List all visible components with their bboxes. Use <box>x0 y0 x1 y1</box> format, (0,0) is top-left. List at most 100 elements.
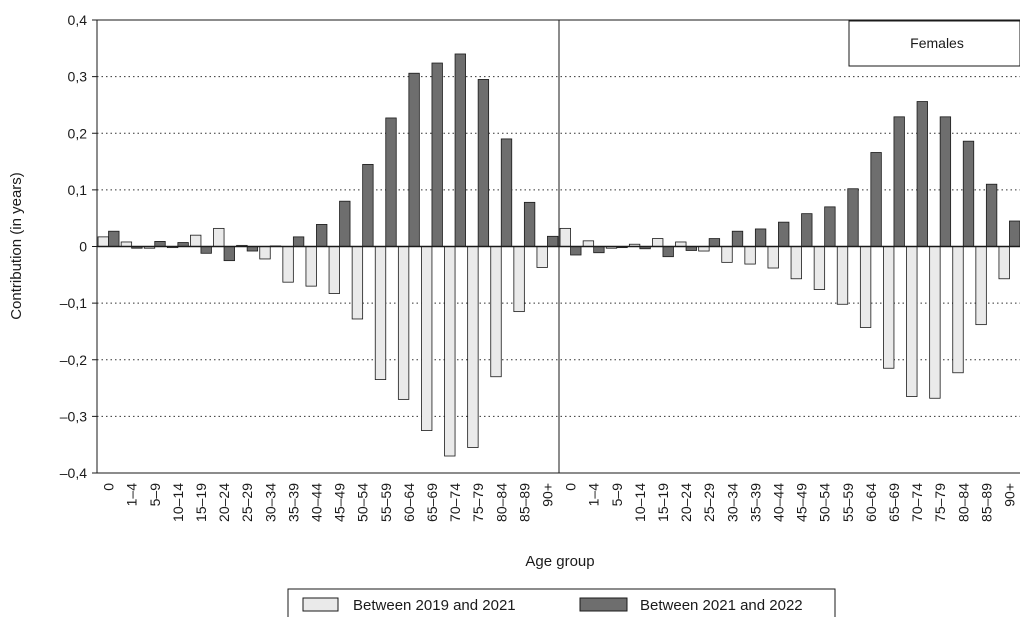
bar-females-2021-2022 <box>801 213 813 247</box>
x-tick-label: 1–4 <box>586 483 602 507</box>
x-tick-label: 15–19 <box>193 483 209 522</box>
bar-left-2021-2022 <box>547 235 559 247</box>
y-tick-label: 0,4 <box>68 12 88 28</box>
x-tick-label: 5–9 <box>147 483 163 507</box>
bar-females-2021-2022 <box>778 221 790 247</box>
bar-left-2019-2021 <box>490 246 502 378</box>
x-tick-label: 35–39 <box>285 483 301 522</box>
bar-left-2021-2022 <box>339 200 351 247</box>
x-tick-label: 40–44 <box>308 483 324 522</box>
x-tick-label: 70–74 <box>909 483 925 522</box>
x-tick-label: 75–79 <box>470 483 486 522</box>
x-tick-label: 50–54 <box>817 483 833 522</box>
x-tick-label: 60–64 <box>863 483 879 522</box>
bar-left-2019-2021 <box>190 234 202 247</box>
y-tick-label: –0,1 <box>60 295 87 311</box>
y-tick-label: 0,3 <box>68 69 88 85</box>
legend: Between 2019 and 2021 Between 2021 and 2… <box>287 588 836 617</box>
bar-left-2021-2022 <box>477 79 490 247</box>
bar-females-2019-2021 <box>859 246 872 328</box>
x-tick-label: 5–9 <box>609 483 625 507</box>
bar-left-2019-2021 <box>351 246 364 320</box>
bar-females-2019-2021 <box>813 246 826 290</box>
y-tick-label: –0,4 <box>60 465 87 481</box>
bar-females-2021-2022 <box>916 101 928 247</box>
bar-females-2019-2021 <box>767 246 779 269</box>
x-tick-label: 10–14 <box>632 483 648 522</box>
x-tick-label: 65–69 <box>424 483 440 522</box>
x-tick-labels: 0 1–4 5–9 10–14 15–19 20–24 25–29 30–34 35–39 40–… <box>101 483 1018 522</box>
bar-left-2021-2022 <box>154 241 166 247</box>
gridlines <box>97 76 1020 417</box>
bar-left-2019-2021 <box>421 246 433 431</box>
bar-females-2021-2022 <box>847 188 859 247</box>
bar-left-2019-2021 <box>374 246 387 380</box>
bar-females-2019-2021 <box>929 246 941 399</box>
bar-females-2019-2021 <box>652 238 664 247</box>
x-tick-label: 65–69 <box>886 483 902 522</box>
bar-females-2021-2022 <box>662 246 674 258</box>
bar-females-2021-2022 <box>870 152 882 247</box>
x-axis-title: Age group <box>525 553 594 570</box>
axes <box>92 19 1020 474</box>
bar-left-2021-2022 <box>431 62 443 247</box>
x-tick-label: 75–79 <box>932 483 948 522</box>
bar-left-2019-2021 <box>444 246 456 457</box>
x-tick-label: 0 <box>563 483 579 491</box>
bar-left-2021-2022 <box>108 230 120 247</box>
bar-left-2021-2022 <box>454 53 466 247</box>
y-tick-label: 0 <box>79 239 87 255</box>
x-tick-label: 45–49 <box>332 483 348 522</box>
panel-label-box: Females <box>848 20 1020 67</box>
x-tick-label: 30–34 <box>262 483 278 522</box>
bar-left-2021-2022 <box>500 138 513 247</box>
bar-females-2019-2021 <box>975 246 987 326</box>
bar-left-2021-2022 <box>408 72 420 247</box>
x-tick-label: 20–24 <box>216 483 232 522</box>
x-tick-label: 30–34 <box>724 483 740 522</box>
bar-females-2021-2022 <box>985 183 998 247</box>
x-tick-label: 45–49 <box>794 483 810 522</box>
y-tick-labels: 0,4 0,3 0,2 0,1 0 –0,1 –0,2 –0,3 –0,4 <box>60 12 87 481</box>
x-tick-label: 25–29 <box>701 483 717 522</box>
legend-swatch-2019-2021 <box>302 597 339 612</box>
bar-females-2021-2022 <box>962 140 975 247</box>
bar-females-2019-2021 <box>906 246 918 397</box>
y-tick-label: 0,1 <box>68 182 88 198</box>
bar-females-2021-2022 <box>731 230 744 247</box>
y-tick-label: –0,2 <box>60 352 87 368</box>
bar-females-2019-2021 <box>836 246 849 305</box>
bar-left-2019-2021 <box>513 246 525 313</box>
x-tick-label: 90+ <box>1001 483 1017 507</box>
x-tick-label: 0 <box>101 483 117 491</box>
x-tick-label: 80–84 <box>493 483 509 522</box>
bar-females-2021-2022 <box>754 228 767 247</box>
bar-females-2021-2022 <box>570 246 582 256</box>
bar-females-2021-2022 <box>893 116 905 247</box>
y-axis-title: Contribution (in years) <box>8 172 25 320</box>
x-tick-label: 80–84 <box>955 483 971 522</box>
bar-females-2019-2021 <box>883 246 895 369</box>
bar-females-2019-2021 <box>998 246 1010 280</box>
bars <box>97 53 1020 457</box>
x-tick-label: 40–44 <box>770 483 786 522</box>
bar-females-2019-2021 <box>952 246 964 374</box>
x-tick-label: 55–59 <box>378 483 394 522</box>
bar-left-2019-2021 <box>305 246 317 287</box>
x-tick-label: 60–64 <box>401 483 417 522</box>
bar-left-2021-2022 <box>316 224 328 247</box>
x-tick-label: 10–14 <box>170 483 186 522</box>
bar-left-2021-2022 <box>292 236 305 247</box>
x-tick-label: 55–59 <box>840 483 856 522</box>
bar-females-2019-2021 <box>559 227 571 247</box>
bar-left-2019-2021 <box>259 246 271 260</box>
bar-females-2021-2022 <box>824 206 836 247</box>
bar-left-2019-2021 <box>97 236 109 247</box>
legend-label-2019-2021: Between 2019 and 2021 <box>353 597 516 614</box>
x-tick-label: 90+ <box>539 483 555 507</box>
bar-left-2021-2022 <box>362 163 374 247</box>
x-tick-label: 50–54 <box>355 483 371 522</box>
bar-left-2021-2022 <box>385 117 397 247</box>
bar-females-2019-2021 <box>721 246 733 263</box>
